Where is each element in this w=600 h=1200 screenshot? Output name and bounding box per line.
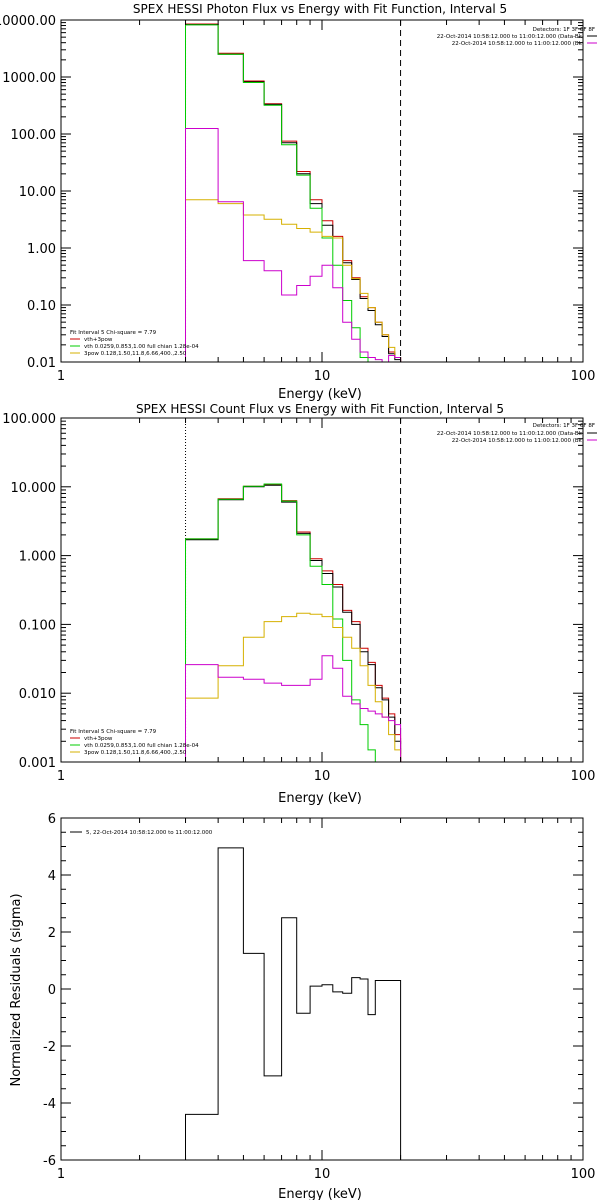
panel1-ytick-label-3: 10.00 [19,185,56,200]
panel3-series-5-22-oct-2014-10-58- [185,847,402,1160]
panel2-ytick-label-0: 0.001 [19,756,56,771]
panel2-xtick-label-0: 1 [57,769,65,784]
panel2-plot-area [185,418,402,762]
panel2-frame [60,417,584,763]
panel1-xtick-label-1: 10 [314,369,331,384]
panel1-legend-line-1: vth+3pow [84,337,113,343]
panel3-ytick-label-5: 4 [48,869,56,884]
panel3-ytick-label-0: -6 [43,1154,56,1169]
panel1-series-bk [185,128,402,362]
panel2-legend-line-2: vth 0.0259,0.853,1.00 full chian 1.28e-0… [84,743,199,749]
panel1-ytick-label-4: 100.00 [11,128,57,143]
panel2-ytick-label-4: 10.000 [11,481,57,496]
panel1-legend-header-1: 22-Oct-2014 10:58:12.000 to 11:00:12.000… [437,34,584,40]
panel3-ytick-label-4: 2 [48,926,56,941]
panel1-xtick-label-0: 1 [57,369,65,384]
panel2-legend-header-1: 22-Oct-2014 10:58:12.000 to 11:00:12.000… [437,431,584,437]
panel2-ytick-label-1: 0.010 [19,687,56,702]
panel1-series-group [185,20,402,362]
panel3-ytick-label-2: -2 [43,1040,56,1055]
panel1-xtick-label-2: 100 [571,369,596,384]
panel1-x-axis-label: Energy (keV) [278,387,362,402]
panel2-legend-header-0: Detectors: 1F 3F 6F 8F [533,423,595,429]
panel2-xtick-label-2: 100 [571,769,596,784]
panel2-series-group [185,418,402,762]
panel1-ytick-label-0: 0.01 [27,356,56,371]
panel1-title: SPEX HESSI Photon Flux vs Energy with Fi… [133,2,507,16]
panel3-y-axis-label: Normalized Residuals (sigma) [9,893,24,1086]
panel2-xtick-label-1: 10 [314,769,331,784]
panel3-axes-group: 1 10 100 -6 -4 -2 0 2 4 6 [43,812,595,1182]
panel3-xtick-label-2: 100 [571,1167,596,1182]
panel3-series-group [185,847,402,1160]
panel1-legend-header-0: Detectors: 1F 3F 6F 8F [533,27,595,33]
panel3-xtick-label-0: 1 [57,1167,65,1182]
panel3-plot-area [185,847,402,1160]
panel2-series-data-bk [185,484,402,762]
panel1-series-vth [185,24,401,362]
panel1-frame [60,19,584,363]
panel1-legend-line-3: 3pow 0.128,1.50,11.8,6.66,400.,2.50 [84,351,187,357]
panel2-legend-line-0: Fit Interval 5 Chi-square = 7.79 [70,729,157,735]
panel2-title: SPEX HESSI Count Flux vs Energy with Fit… [136,402,504,416]
panel2-legend-line-1: vth+3pow [84,736,113,742]
panel3-legend-line-0: 5, 22-Oct-2014 10:58:12.000 to 11:00:12.… [86,830,213,836]
panel1-axes-group: 1 10 100 0.01 0.10 1.00 10.00 100.00 1000.00 1000… [0,14,595,384]
panel3-ytick-label-6: 6 [48,812,56,827]
panel1-legend-line-0: Fit Interval 5 Chi-square = 7.79 [70,330,157,336]
panel1-series-3pow [185,199,402,362]
panel2-legend-header-2: 22-Oct-2014 10:58:12.000 to 11:00:12.000… [452,438,584,444]
panel-residuals: 1 10 100 -6 -4 -2 0 2 4 6 Energy (keV) Normalized… [9,812,595,1200]
panel2-ytick-label-5: 100.000 [2,412,56,427]
panel2-series-bk [185,655,402,762]
panel1-ytick-label-1: 0.10 [27,299,56,314]
panel2-axes-group: 1 10 100 0.001 0.010 0.100 1.000 10.000 100.000 [2,412,595,784]
panel2-ytick-label-2: 0.100 [19,618,56,633]
panel2-x-axis-label: Energy (keV) [278,791,362,806]
panel3-ytick-label-1: -4 [43,1097,56,1112]
panel2-legend-line-3: 3pow 0.128,1.50,11.8,6.66,400.,2.50 [84,750,187,756]
panel3-ytick-label-3: 0 [48,983,56,998]
panel-count-flux: SPEX HESSI Count Flux vs Energy with Fit… [2,402,597,806]
panel2-series-vth [185,483,401,762]
panel1-legend-header-2: 22-Oct-2014 10:58:12.000 to 11:00:12.000… [452,41,584,47]
panel-photon-flux: SPEX HESSI Photon Flux vs Energy with Fi… [0,2,597,402]
panel1-plot-area [185,20,402,362]
panel3-x-axis-label: Energy (keV) [278,1187,362,1200]
panel2-ytick-label-3: 1.000 [19,550,56,565]
panel1-legend-line-2: vth 0.0259,0.853,1.00 full chian 1.28e-0… [84,344,199,350]
panel1-ytick-label-6: 10000.00 [0,14,56,29]
panel3-frame [60,817,584,1161]
panel3-xtick-label-1: 10 [314,1167,331,1182]
panel1-ytick-label-2: 1.00 [27,242,56,257]
panel1-ytick-label-5: 1000.00 [2,71,56,86]
